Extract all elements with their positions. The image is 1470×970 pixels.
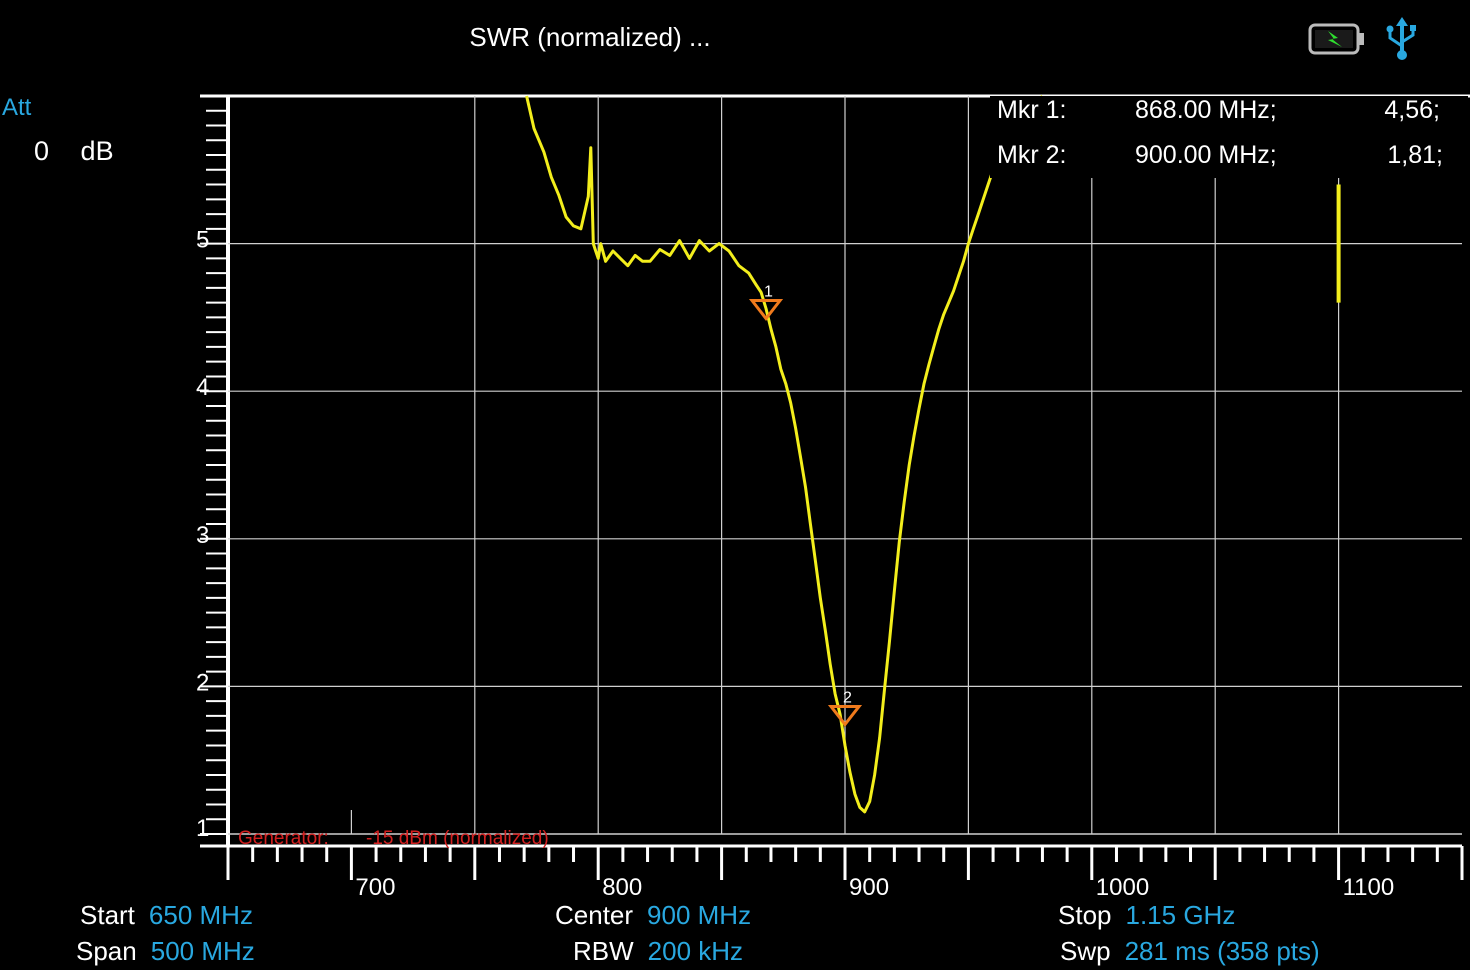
chart-minor-ticks	[200, 95, 1464, 880]
sweep-value: 281 ms (358 pts)	[1124, 936, 1320, 966]
span-setting[interactable]: Span 500 MHz	[76, 936, 255, 967]
span-label: Span	[76, 936, 137, 966]
start-value: 650 MHz	[148, 900, 253, 930]
marker-table-background	[990, 96, 1468, 178]
swr-trace	[525, 95, 1044, 814]
center-setting[interactable]: Center 900 MHz	[555, 900, 751, 931]
chart-grid	[200, 94, 1470, 848]
stop-label: Stop	[1058, 900, 1112, 930]
x-tick-label: 700	[355, 874, 395, 901]
trace-layer	[525, 95, 1341, 814]
page-title: SWR (normalized) ...	[469, 22, 711, 52]
attenuation-label[interactable]: Att	[2, 94, 32, 121]
start-setting[interactable]: Start 650 MHz	[80, 900, 253, 931]
stop-setting[interactable]: Stop 1.15 GHz	[1058, 900, 1235, 931]
rbw-setting[interactable]: RBW 200 kHz	[573, 936, 743, 967]
marker-2-label: Mkr 2:	[997, 141, 1066, 169]
attenuation-unit: dB	[80, 136, 114, 166]
attenuation-value: 0 dB	[34, 136, 138, 167]
x-tick-label: 1100	[1343, 874, 1395, 901]
marker-2-triangle	[827, 704, 863, 727]
y-tick-label: 3	[196, 522, 209, 549]
marker-1-value: 4,56;	[1384, 96, 1440, 124]
marker-1-triangle	[748, 299, 784, 321]
generator-label: Generator:	[238, 828, 329, 849]
y-tick-label: 1	[196, 815, 209, 842]
marker-2-number: 2	[843, 689, 852, 706]
stop-value: 1.15 GHz	[1125, 900, 1236, 930]
usb-icon	[1386, 17, 1416, 60]
generator-value: -15 dBm (normalized)	[366, 828, 549, 849]
y-tick-label: 5	[196, 227, 209, 254]
marker-1-number: 1	[764, 284, 773, 301]
center-label: Center	[555, 900, 634, 930]
marker-2-value: 1,81;	[1387, 141, 1443, 169]
x-tick-label: 1000	[1096, 874, 1149, 901]
x-tick-label: 800	[602, 874, 642, 901]
marker-2-frequency: 900.00 MHz;	[1135, 141, 1277, 169]
y-tick-label: 4	[196, 374, 209, 401]
start-label: Start	[80, 900, 135, 930]
rbw-value: 200 kHz	[647, 936, 744, 966]
marker-1-label: Mkr 1:	[997, 96, 1066, 124]
x-tick-label: 900	[849, 874, 889, 901]
sweep-label: Swp	[1060, 936, 1111, 966]
span-value: 500 MHz	[150, 936, 255, 966]
marker-1-frequency: 868.00 MHz;	[1135, 96, 1277, 124]
rbw-label: RBW	[573, 936, 634, 966]
y-tick-label: 2	[196, 669, 209, 696]
marker-layer: 12	[748, 284, 863, 727]
battery-charging-icon	[1308, 23, 1364, 55]
center-value: 900 MHz	[647, 900, 752, 930]
sweep-setting[interactable]: Swp 281 ms (358 pts)	[1060, 936, 1320, 967]
attenuation-number: 0	[34, 136, 50, 166]
